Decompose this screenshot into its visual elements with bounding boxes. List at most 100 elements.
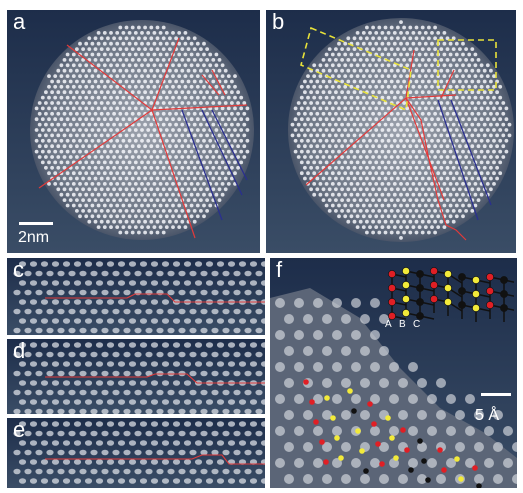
scale-bar-f-label: 5 Å: [475, 407, 500, 424]
inset-atom: [430, 295, 438, 303]
inset-atom: [402, 309, 410, 317]
atom-a-marker: [319, 439, 325, 445]
inset-atom: [472, 304, 480, 312]
grain-boundary: [211, 69, 226, 96]
panel-b-label: b: [272, 10, 285, 34]
atom-a-marker: [400, 427, 406, 433]
atom-b-marker: [393, 455, 399, 461]
stacking-fault: [450, 99, 492, 206]
scale-bar-a: [19, 222, 53, 225]
inset-letter-a: A: [385, 319, 392, 330]
grain-boundary: [151, 109, 196, 239]
atom-b-marker: [385, 415, 391, 421]
atom-a-marker: [367, 401, 373, 407]
grain-boundary: [305, 97, 407, 186]
atom-a-marker: [437, 447, 443, 453]
atom-a-marker: [371, 421, 377, 427]
atom-columns: [13, 421, 265, 484]
atom-b-marker: [324, 395, 330, 401]
highlight-box: [437, 39, 497, 91]
inset-atom: [388, 284, 396, 292]
grain-boundary: [38, 109, 153, 189]
highlight-box: [300, 26, 412, 112]
panel-a-image: [7, 10, 260, 253]
atom-a-marker: [303, 379, 309, 385]
panel-a-label: a: [13, 10, 26, 34]
grain-boundary: [405, 97, 445, 201]
panel-d: d: [7, 339, 265, 414]
atom-columns: [13, 342, 265, 414]
atom-a-marker: [441, 467, 447, 473]
panel-c-image: [7, 258, 265, 335]
inset-atom: [416, 312, 424, 320]
atom-a-marker: [375, 441, 381, 447]
inset-atom: [486, 301, 494, 309]
defect-step-line: [45, 373, 265, 384]
grain-boundary: [151, 104, 248, 111]
panel-d-image: [7, 339, 265, 414]
atom-columns: [13, 261, 265, 334]
inset-atom: [472, 276, 480, 284]
atom-c-marker: [351, 408, 357, 414]
inset-lattice: [388, 267, 514, 322]
inset-atom: [458, 287, 466, 295]
atom-c-marker: [417, 438, 423, 444]
panel-d-label: d: [13, 339, 26, 363]
inset-atom: [458, 273, 466, 281]
grain-boundary: [405, 94, 457, 99]
atom-a-marker: [472, 465, 478, 471]
atom-a-marker: [404, 447, 410, 453]
defect-step-line: [45, 293, 265, 303]
atom-b-marker: [334, 435, 340, 441]
panel-c-label: c: [13, 258, 24, 282]
inset-atom: [472, 290, 480, 298]
atom-b-marker: [330, 415, 336, 421]
atom-b-marker: [338, 455, 344, 461]
inset-atom: [388, 298, 396, 306]
atom-b-marker: [454, 456, 460, 462]
scale-bar-f: [481, 393, 511, 396]
inset-atom: [430, 281, 438, 289]
inset-atom: [388, 270, 396, 278]
panel-b: b: [266, 10, 516, 253]
atom-b-marker: [458, 476, 464, 482]
atom-c-marker: [363, 468, 369, 474]
atom-b-marker: [355, 428, 361, 434]
panel-b-image: [266, 10, 516, 253]
panel-c: c: [7, 258, 265, 335]
grain-boundary: [405, 97, 467, 241]
grain-boundary: [440, 69, 455, 99]
panel-f: f 5 Å A B C: [270, 258, 517, 488]
scale-bar-a-label: 2nm: [18, 229, 50, 246]
inset-atom: [444, 298, 452, 306]
inset-atom: [416, 284, 424, 292]
atom-b-marker: [359, 448, 365, 454]
inset-atom: [430, 267, 438, 275]
atom-c-marker: [476, 483, 482, 488]
stacking-fault: [437, 99, 479, 221]
inset-atom: [444, 270, 452, 278]
atom-a-marker: [313, 419, 319, 425]
inset-atom: [500, 276, 508, 284]
inset-letter-b: B: [399, 319, 406, 330]
grain-boundary: [201, 74, 220, 96]
panel-e-image: [7, 418, 265, 488]
atom-a-marker: [323, 459, 329, 465]
inset-atom: [500, 304, 508, 312]
atom-columns: [290, 20, 512, 240]
inset-atom: [486, 273, 494, 281]
atom-c-marker: [408, 467, 414, 473]
inset-atom: [416, 270, 424, 278]
inset-atom: [486, 287, 494, 295]
panel-f-label: f: [276, 258, 283, 282]
inset-atom: [444, 284, 452, 292]
stacking-inset: A B C: [385, 264, 514, 334]
atom-c-marker: [425, 477, 431, 483]
atom-b-marker: [347, 388, 353, 394]
defect-step-line: [45, 454, 265, 465]
atom-a-marker: [379, 461, 385, 467]
inset-atom: [416, 298, 424, 306]
inset-atom: [402, 267, 410, 275]
inset-atom: [500, 290, 508, 298]
grain-boundary: [66, 44, 153, 111]
